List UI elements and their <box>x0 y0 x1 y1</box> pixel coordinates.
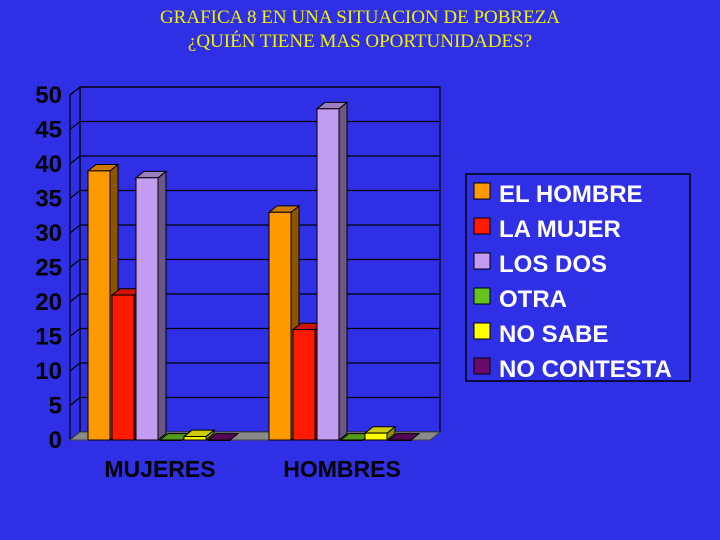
bar-front <box>111 294 135 441</box>
legend-item-4: NO SABE <box>473 321 608 348</box>
bar-front <box>316 108 340 441</box>
y-tick-label-8: 40 <box>35 151 62 178</box>
y-tick-label-0: 0 <box>49 427 62 454</box>
bar-front <box>388 439 412 441</box>
bar-front <box>292 329 316 441</box>
y-tick-label-2: 10 <box>35 358 62 385</box>
bar-hombres-los-dos <box>315 101 349 442</box>
y-tick-label-1: 5 <box>49 393 62 420</box>
bar-mujeres-no-sabe <box>182 429 216 442</box>
bar-mujeres-los-dos <box>134 170 168 442</box>
x-axis-labels: MUJERES HOMBRES <box>104 456 400 482</box>
y-tick-label-6: 30 <box>35 220 62 247</box>
legend-box <box>465 173 691 382</box>
x-category-label-1: HOMBRES <box>283 456 401 482</box>
bar-side <box>338 101 348 442</box>
title-line-2: ¿QUIÉN TIENE MAS OPORTUNIDADES? <box>187 31 533 52</box>
bar-front <box>135 177 159 441</box>
x-category-label-0: MUJERES <box>104 456 215 482</box>
legend-swatch <box>473 182 491 200</box>
y-tick-label-10: 50 <box>35 82 62 109</box>
legend-swatch <box>473 322 491 340</box>
bar-front <box>364 432 388 441</box>
legend-label: NO CONTESTA <box>499 356 672 383</box>
legend-swatch <box>473 217 491 235</box>
bar-mujeres-no-contesta <box>206 433 240 441</box>
y-tick-label-4: 20 <box>35 289 62 316</box>
legend-label: NO SABE <box>499 321 608 348</box>
bar-front <box>340 439 364 441</box>
gridline-10 <box>69 86 440 96</box>
legend-swatch <box>473 287 491 305</box>
legend-label: LA MUJER <box>499 216 621 243</box>
legend: EL HOMBRE LA MUJER LOS DOS OTRA NO SABE NO CO… <box>465 173 691 383</box>
legend-label: EL HOMBRE <box>499 181 643 208</box>
bar-front <box>268 211 292 441</box>
bars <box>86 101 421 442</box>
y-tick-label-3: 15 <box>35 324 62 351</box>
y-axis-ticks: 0 5 10 15 20 25 30 35 40 45 50 <box>35 82 62 454</box>
legend-item-5: NO CONTESTA <box>473 356 672 383</box>
legend-label: LOS DOS <box>499 251 607 278</box>
bar-hombres-no-contesta <box>387 433 421 441</box>
y-tick-label-5: 25 <box>35 255 62 282</box>
y-tick-label-7: 35 <box>35 186 62 213</box>
legend-label: OTRA <box>499 286 567 313</box>
bar-front <box>87 170 111 441</box>
title-line-1: GRAFICA 8 EN UNA SITUACION DE POBREZA <box>159 7 561 28</box>
bar-front <box>183 436 207 441</box>
bar-side <box>157 170 167 442</box>
bar-hombres-no-sabe <box>363 425 397 442</box>
legend-item-2: LOS DOS <box>473 251 607 278</box>
legend-swatch <box>473 357 491 375</box>
y-tick-label-9: 45 <box>35 117 62 144</box>
legend-item-0: EL HOMBRE <box>473 181 643 208</box>
legend-item-1: LA MUJER <box>473 216 621 243</box>
chart-title: GRAFICA 8 EN UNA SITUACION DE POBREZA ¿Q… <box>0 6 720 54</box>
bar-front <box>207 439 231 441</box>
bar-front <box>159 439 183 441</box>
legend-item-3: OTRA <box>473 286 567 313</box>
legend-swatch <box>473 252 491 270</box>
